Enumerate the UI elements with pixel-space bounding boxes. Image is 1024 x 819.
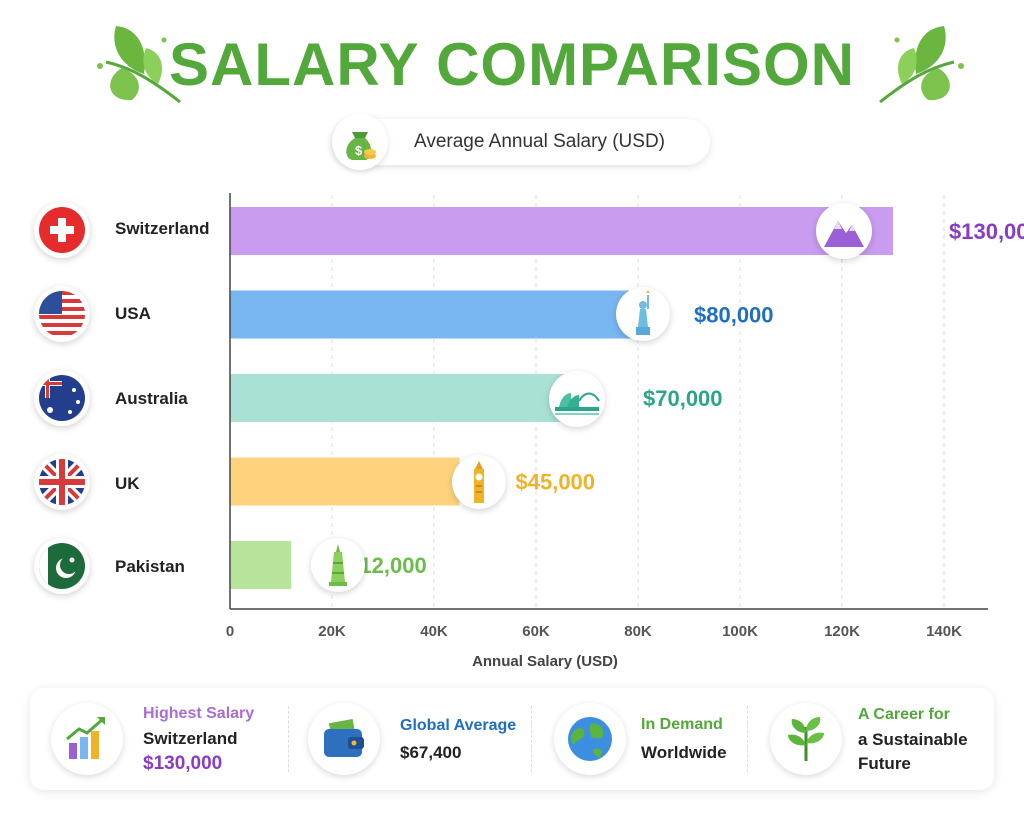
stat-demand-value: Worldwide (641, 743, 727, 762)
x-tick-label: 0 (226, 623, 234, 640)
value-label: $45,000 (516, 470, 596, 495)
bar-australia (230, 374, 587, 422)
x-tick-label: 140K (926, 623, 962, 640)
divider (288, 706, 289, 772)
leaf-left-icon (97, 26, 181, 104)
x-tick-label: 60K (522, 623, 550, 640)
bar-chart-growth-icon (51, 703, 123, 775)
stat-highest-country: Switzerland (143, 729, 238, 748)
x-tick-label: 100K (722, 623, 758, 640)
plant-sprout-icon (770, 703, 842, 775)
bar-pakistan (230, 541, 292, 589)
stat-career-line-1: A Career for (858, 706, 950, 723)
stat-average-title: Global Average (400, 717, 517, 734)
uk-flag-icon (34, 454, 90, 510)
swiss-flag-icon (34, 202, 90, 258)
country-label-australia: Australia (115, 389, 188, 408)
x-tick-label: 120K (824, 623, 860, 640)
country-label-switzerland: Switzerland (115, 219, 210, 238)
stat-highest-value: $130,000 (143, 753, 223, 774)
chart-subtitle: Average Annual Salary (USD) (414, 131, 665, 152)
money-bag-icon: $ (332, 114, 388, 170)
statue-of-liberty-icon (616, 287, 670, 341)
country-label-usa: USA (115, 304, 151, 323)
divider (531, 706, 532, 772)
stat-average-value: $67,400 (400, 743, 462, 762)
bar-switzerland (230, 207, 893, 255)
bar-chart: $130,000$80,000$70,000$45,000$12,000 020… (226, 193, 1024, 670)
x-tick-label: 80K (624, 623, 652, 640)
country-label-uk: UK (115, 474, 140, 493)
x-tick-label: 20K (318, 623, 346, 640)
svg-text:$: $ (355, 143, 363, 158)
x-axis-label: Annual Salary (USD) (472, 653, 618, 670)
subtitle-pill: $ Average Annual Salary (USD) (332, 114, 710, 170)
stat-demand-title: In Demand (641, 716, 723, 733)
pakistan-flag-icon (34, 538, 90, 594)
minar-tower-icon (311, 538, 365, 592)
usa-flag-icon (34, 286, 90, 342)
country-label-pakistan: Pakistan (115, 557, 185, 576)
globe-icon (554, 703, 626, 775)
bar-usa (230, 290, 638, 339)
stat-career-line-3: Future (858, 754, 911, 773)
divider (747, 706, 748, 772)
value-label: $130,000 (949, 219, 1024, 244)
chart-title: SALARY COMPARISON (169, 31, 855, 98)
wallet-money-icon (308, 703, 380, 775)
opera-house-icon (549, 371, 605, 427)
value-label: $70,000 (643, 386, 723, 411)
bar-uk (230, 457, 460, 506)
leaf-right-icon (879, 26, 964, 104)
x-tick-label: 40K (420, 623, 448, 640)
australia-flag-icon (34, 370, 90, 426)
stat-highest-title: Highest Salary (143, 705, 255, 722)
mountain-icon (816, 203, 872, 259)
stat-career-line-2: a Sustainable (858, 730, 968, 749)
value-label: $80,000 (694, 303, 774, 328)
big-ben-icon (452, 455, 506, 509)
